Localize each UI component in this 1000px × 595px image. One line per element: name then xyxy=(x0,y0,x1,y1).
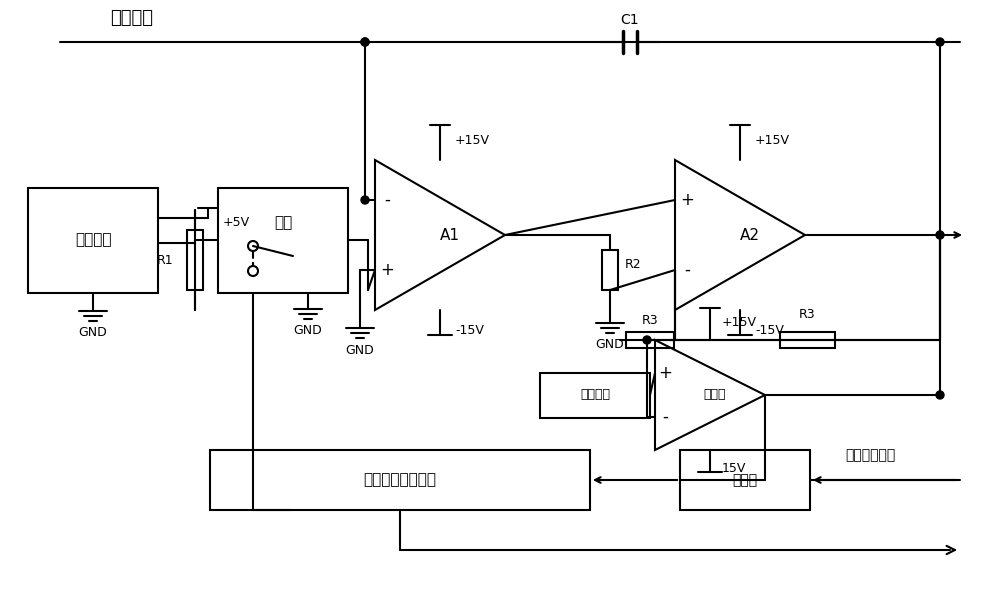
Text: +15V: +15V xyxy=(755,133,790,146)
Text: +: + xyxy=(680,191,694,209)
Circle shape xyxy=(361,196,369,204)
Text: 禁止时间信号: 禁止时间信号 xyxy=(845,448,895,462)
Text: -: - xyxy=(384,191,390,209)
Text: A2: A2 xyxy=(740,227,760,243)
Bar xyxy=(28,188,158,293)
Text: +: + xyxy=(658,364,672,382)
Text: +15V: +15V xyxy=(455,133,490,146)
Bar xyxy=(218,188,348,293)
Text: C1: C1 xyxy=(621,13,639,27)
Text: +: + xyxy=(380,261,394,279)
Bar xyxy=(680,450,810,510)
Bar xyxy=(187,230,203,290)
Text: 阈值电压: 阈值电压 xyxy=(580,389,610,402)
Circle shape xyxy=(936,231,944,239)
Text: R3: R3 xyxy=(642,314,658,327)
Text: -15V: -15V xyxy=(755,324,784,337)
Text: 单稳态脉冲发生器: 单稳态脉冲发生器 xyxy=(364,472,436,487)
Text: GND: GND xyxy=(596,339,624,352)
Text: -: - xyxy=(662,408,668,426)
Text: 被测信号: 被测信号 xyxy=(110,9,153,27)
Text: GND: GND xyxy=(294,324,322,337)
Circle shape xyxy=(936,391,944,399)
Circle shape xyxy=(361,38,369,46)
Bar xyxy=(626,332,674,348)
Text: 15V: 15V xyxy=(722,462,746,474)
Circle shape xyxy=(643,336,651,344)
Text: A1: A1 xyxy=(440,227,460,243)
Text: R3: R3 xyxy=(799,308,815,321)
Text: 开关: 开关 xyxy=(274,215,292,230)
Text: -: - xyxy=(684,261,690,279)
Text: R2: R2 xyxy=(625,258,642,271)
Bar xyxy=(210,450,590,510)
Bar xyxy=(780,332,835,348)
Text: +5V: +5V xyxy=(223,217,250,230)
Text: GND: GND xyxy=(346,343,374,356)
Text: 电压基准: 电压基准 xyxy=(75,233,111,248)
Text: GND: GND xyxy=(79,327,107,340)
Bar xyxy=(540,373,650,418)
Text: 比较器: 比较器 xyxy=(704,389,726,402)
Circle shape xyxy=(936,38,944,46)
Bar xyxy=(602,250,618,290)
Text: -15V: -15V xyxy=(455,324,484,337)
Text: 逻辑门: 逻辑门 xyxy=(732,473,758,487)
Text: +15V: +15V xyxy=(722,315,757,328)
Circle shape xyxy=(361,38,369,46)
Text: R1: R1 xyxy=(156,253,173,267)
